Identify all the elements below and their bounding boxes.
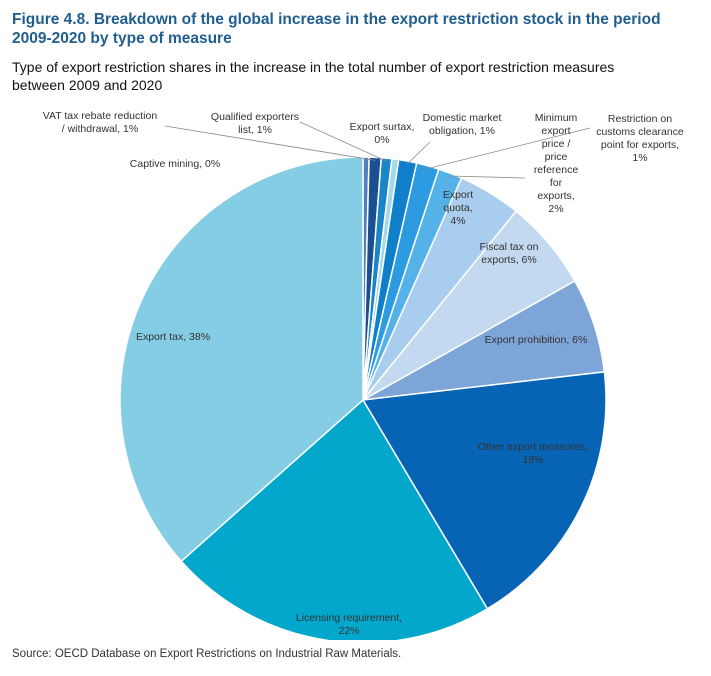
slice-label: Domestic market <box>423 112 502 124</box>
slice-label: 1% <box>632 152 647 164</box>
slice-label: export <box>541 125 570 137</box>
slice-labels: Captive mining, 0% VAT tax rebate reducti… <box>43 110 684 637</box>
pie-slice <box>119 156 364 563</box>
slice-label: price / <box>542 138 571 150</box>
leader-line <box>164 125 376 161</box>
slice-label: quota, <box>443 202 472 214</box>
slice-label: VAT tax rebate reduction <box>43 110 158 122</box>
slice-label: 18% <box>522 454 543 466</box>
slice-label: 22% <box>338 625 359 637</box>
slice-label: Other export measures, <box>478 441 588 453</box>
leader-line <box>426 127 591 170</box>
slice-label: for <box>550 177 563 189</box>
slice-label: Export surtax, <box>350 121 415 133</box>
slice-label: Licensing requirement, <box>296 612 402 624</box>
leader-line <box>406 141 431 165</box>
slice-label: 4% <box>450 215 465 227</box>
slice-label: Captive mining, 0% <box>130 158 220 170</box>
slice-label: Export prohibition, 6% <box>485 334 588 346</box>
slice-label: price <box>545 151 568 163</box>
leader-lines <box>164 121 591 179</box>
slice-label: exports, <box>537 190 574 202</box>
slice-label: reference <box>534 164 579 176</box>
slice-label: Export <box>443 189 473 201</box>
slice-label: obligation, 1% <box>429 125 495 137</box>
leader-line <box>299 121 387 162</box>
pie-slices <box>119 156 607 640</box>
pie-slice <box>180 398 489 640</box>
chart-subtitle: Type of export restriction shares in the… <box>12 59 615 93</box>
slice-label: Restriction on <box>608 113 672 125</box>
slice-label: list, 1% <box>238 124 272 136</box>
slice-label: Export tax, 38% <box>136 331 210 343</box>
pie-chart: Captive mining, 0% VAT tax rebate reducti… <box>43 110 684 640</box>
slice-label: 2% <box>548 203 563 215</box>
pie-slice <box>361 370 607 610</box>
slice-label: Minimum <box>535 112 578 124</box>
slice-label: Qualified exporters <box>211 111 299 123</box>
slice-label: point for exports, <box>601 139 679 151</box>
slice-label: 0% <box>374 134 389 146</box>
slice-label: / withdrawal, 1% <box>62 123 138 135</box>
source-note: Source: OECD Database on Export Restrict… <box>12 648 402 660</box>
slice-label: Fiscal tax on <box>480 241 539 253</box>
slice-label: exports, 6% <box>481 254 536 266</box>
leader-line <box>449 175 526 179</box>
chart-title: Figure 4.8. Breakdown of the global incr… <box>12 11 661 47</box>
slice-label: customs clearance <box>596 126 684 138</box>
